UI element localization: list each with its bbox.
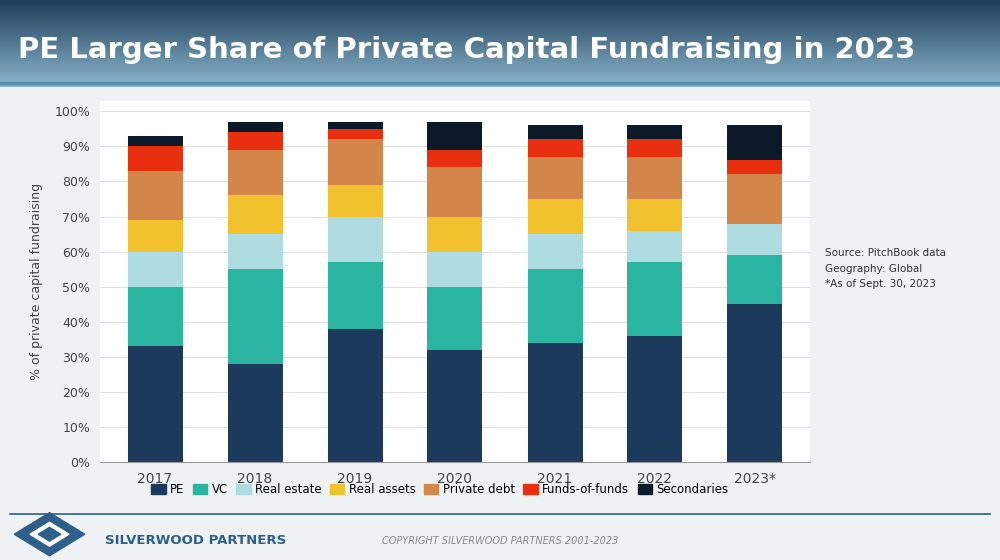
Bar <box>528 199 582 234</box>
Bar <box>228 195 283 234</box>
Polygon shape <box>14 512 85 556</box>
Bar <box>528 269 582 343</box>
Y-axis label: % of private capital fundraising: % of private capital fundraising <box>30 183 43 380</box>
Text: PE Larger Share of Private Capital Fundraising in 2023: PE Larger Share of Private Capital Fundr… <box>18 36 915 64</box>
Bar <box>528 125 582 139</box>
Bar <box>328 122 382 129</box>
Bar <box>628 157 682 199</box>
Bar <box>328 129 382 139</box>
Bar <box>628 199 682 231</box>
Bar <box>228 132 283 150</box>
Bar <box>528 343 582 462</box>
Bar <box>328 262 382 329</box>
Polygon shape <box>38 528 61 541</box>
Bar <box>427 217 482 251</box>
Bar <box>228 234 283 269</box>
Bar <box>128 220 182 251</box>
Text: COPYRIGHT SILVERWOOD PARTNERS 2001-2023: COPYRIGHT SILVERWOOD PARTNERS 2001-2023 <box>382 536 618 546</box>
Bar <box>727 125 782 160</box>
Bar <box>128 251 182 287</box>
Bar <box>727 255 782 304</box>
Bar <box>228 150 283 195</box>
Bar <box>427 150 482 167</box>
Bar <box>128 346 182 462</box>
Bar <box>128 136 182 146</box>
Bar <box>628 125 682 139</box>
Legend: PE, VC, Real estate, Real assets, Private debt, Funds-of-funds, Secondaries: PE, VC, Real estate, Real assets, Privat… <box>147 478 733 501</box>
Bar <box>727 223 782 255</box>
Bar <box>328 139 382 185</box>
Bar <box>528 139 582 157</box>
Text: SILVERWOOD PARTNERS: SILVERWOOD PARTNERS <box>105 534 286 547</box>
Bar <box>628 262 682 336</box>
Bar <box>628 336 682 462</box>
Bar <box>727 304 782 462</box>
Bar <box>427 122 482 150</box>
Bar <box>427 350 482 462</box>
Bar <box>727 160 782 175</box>
Bar <box>228 269 283 364</box>
Bar <box>528 234 582 269</box>
Bar <box>128 287 182 346</box>
Bar <box>328 217 382 262</box>
Bar <box>628 139 682 157</box>
Bar <box>328 329 382 462</box>
Bar <box>228 364 283 462</box>
Bar <box>727 175 782 223</box>
Bar <box>427 251 482 287</box>
Bar <box>528 157 582 199</box>
Bar <box>427 167 482 217</box>
Bar <box>427 287 482 350</box>
Text: Source: PitchBook data
Geography: Global
*As of Sept. 30, 2023: Source: PitchBook data Geography: Global… <box>825 248 946 290</box>
Bar <box>128 171 182 220</box>
Bar <box>128 146 182 171</box>
Bar <box>228 122 283 132</box>
Polygon shape <box>30 522 69 546</box>
Bar <box>628 231 682 262</box>
Bar <box>328 185 382 217</box>
